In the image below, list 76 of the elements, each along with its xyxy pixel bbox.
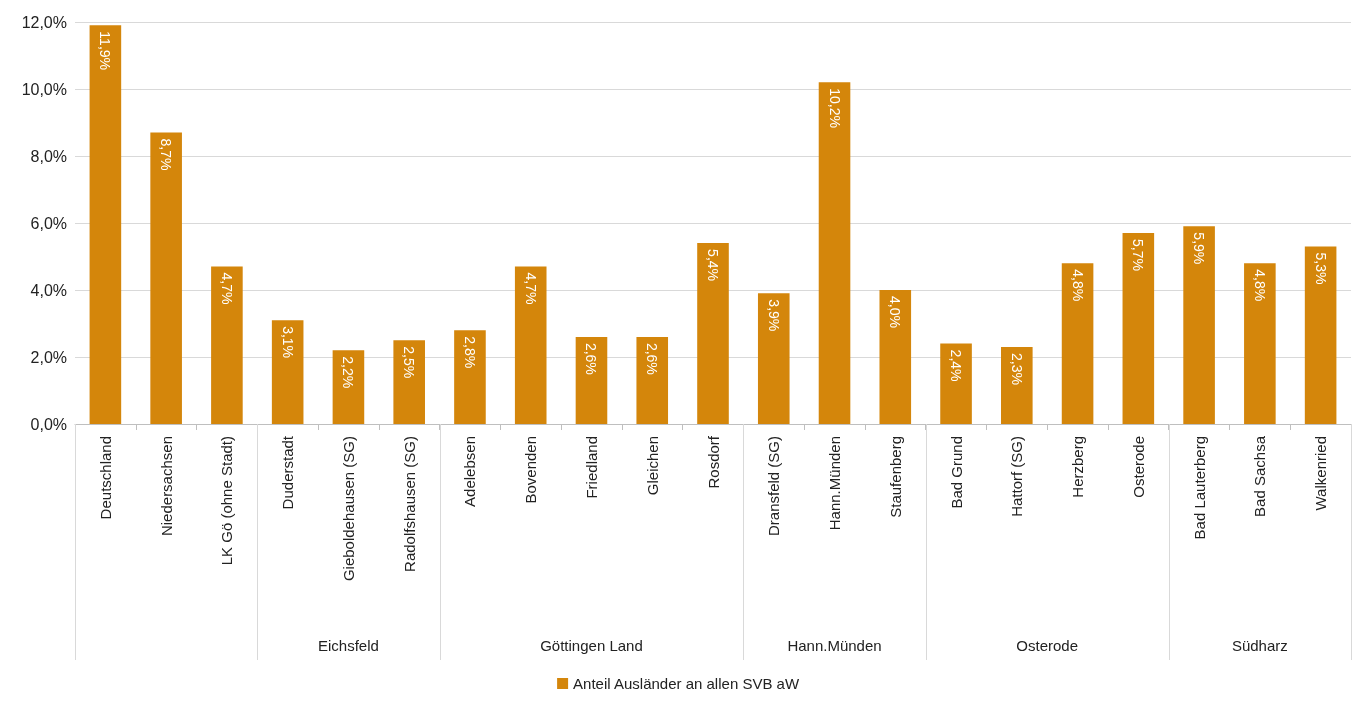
data-label: 2,2% xyxy=(340,356,357,389)
bar xyxy=(697,243,729,424)
data-label: 2,3% xyxy=(1008,352,1025,385)
data-label: 10,2% xyxy=(826,88,843,128)
data-label: 8,7% xyxy=(158,138,175,171)
bar xyxy=(514,266,547,424)
y-tick-label: 0,0% xyxy=(30,415,67,433)
bar xyxy=(89,25,122,424)
bar xyxy=(271,320,304,424)
y-tick-label: 2,0% xyxy=(30,348,67,366)
bar xyxy=(211,266,243,424)
text: Südharz xyxy=(1231,637,1288,654)
data-label: 2,5% xyxy=(401,346,418,379)
x-tick-label: Adelebsen xyxy=(461,436,479,507)
data-label: 2,6% xyxy=(583,342,600,375)
data-label: 2,4% xyxy=(948,349,965,382)
bar xyxy=(393,340,425,424)
data-label: 4,7% xyxy=(218,272,235,305)
data-label: 2,8% xyxy=(461,336,478,369)
y-tick-label: 4,0% xyxy=(30,281,67,299)
data-label: 4,7% xyxy=(522,272,539,305)
data-label: 3,9% xyxy=(765,299,782,332)
x-tick-label: Duderstadt xyxy=(279,435,297,510)
x-tick-label: Hann.Münden xyxy=(826,436,844,531)
bar xyxy=(1304,246,1337,424)
bar xyxy=(150,132,182,424)
x-tick-label: Rosdorf xyxy=(704,435,722,489)
text: Hann.Münden xyxy=(787,637,882,654)
legend-label: Anteil Ausländer an allen SVB aW xyxy=(573,675,800,692)
x-tick-label: Deutschland xyxy=(96,436,114,520)
bar xyxy=(332,350,365,424)
data-label: 3,1% xyxy=(279,326,296,359)
text: Eichsfeld xyxy=(317,637,379,654)
x-tick-label: Dransfeld (SG) xyxy=(765,436,783,537)
x-tick-label: Bad Lauterberg xyxy=(1190,436,1208,540)
x-tick-label: Hattorf (SG) xyxy=(1008,436,1026,517)
x-tick-label: Bad Sachsa xyxy=(1251,435,1269,517)
bar xyxy=(1122,233,1155,424)
bar xyxy=(879,290,912,424)
data-label: 4,0% xyxy=(887,296,904,328)
x-tick-label: Bovenden xyxy=(522,436,540,504)
y-tick-label: 8,0% xyxy=(30,147,67,165)
x-tick-label: Gieboldehausen (SG) xyxy=(339,436,357,582)
data-label: 5,7% xyxy=(1130,239,1147,271)
x-tick-label: LK Gö (ohne Stadt) xyxy=(218,436,236,566)
text: Göttingen Land xyxy=(540,637,643,654)
y-tick-label: 12,0% xyxy=(21,13,67,31)
data-label: 2,6% xyxy=(644,342,661,375)
x-tick-label: Staufenberg xyxy=(886,436,904,518)
x-tick-label: Herzberg xyxy=(1069,436,1087,498)
bar xyxy=(454,330,486,424)
y-tick-label: 6,0% xyxy=(30,214,67,232)
bar xyxy=(757,293,790,424)
x-tick-label: Gleichen xyxy=(643,436,661,496)
bar xyxy=(1244,263,1276,424)
bar xyxy=(1001,346,1033,424)
data-label: 4,8% xyxy=(1251,269,1268,302)
x-tick-label: Walkenried xyxy=(1312,436,1330,511)
data-label: 5,9% xyxy=(1191,232,1208,265)
x-tick-label: Friedland xyxy=(582,436,600,499)
bar xyxy=(818,82,851,424)
text: Osterode xyxy=(1016,637,1079,654)
data-label: 11,9% xyxy=(97,31,114,71)
data-label: 5,3% xyxy=(1312,252,1329,285)
x-tick-label: Osterode xyxy=(1129,436,1147,498)
x-tick-label: Bad Grund xyxy=(947,436,965,509)
x-tick-label: Niedersachsen xyxy=(157,436,175,537)
data-label: 4,8% xyxy=(1069,269,1086,302)
bar xyxy=(1061,263,1094,424)
x-tick-label: Radolfshausen (SG) xyxy=(400,436,418,572)
bar xyxy=(636,336,669,424)
bar xyxy=(575,336,608,424)
y-tick-label: 10,0% xyxy=(21,80,67,98)
bar xyxy=(1183,226,1215,424)
bar xyxy=(940,343,972,424)
data-label: 5,4% xyxy=(705,249,721,282)
